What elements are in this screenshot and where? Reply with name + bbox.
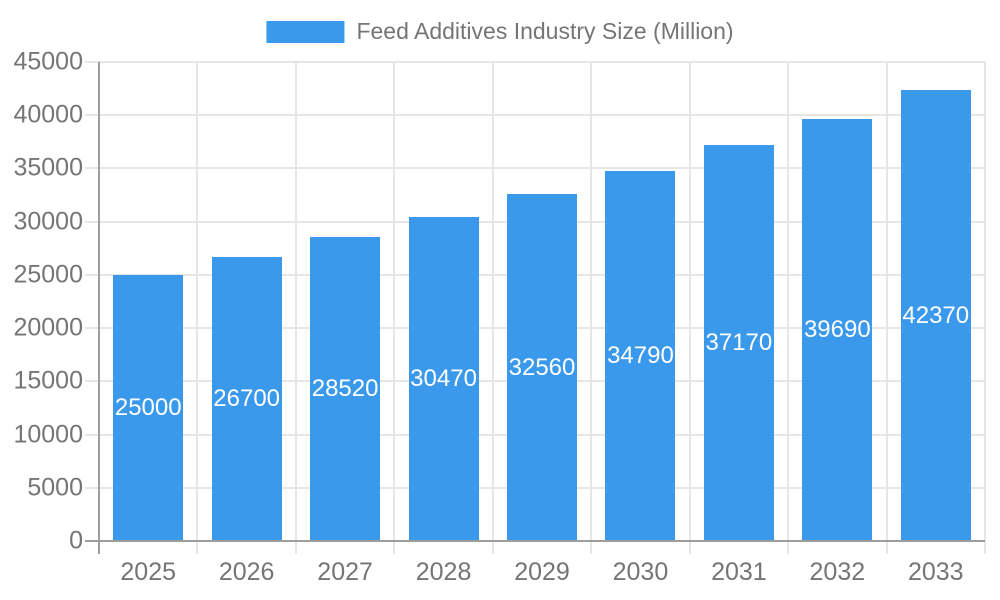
bar-2030[interactable]: 34790 bbox=[605, 170, 676, 541]
y-tick-label: 5000 bbox=[27, 473, 83, 502]
bar-2031[interactable]: 37170 bbox=[703, 145, 774, 541]
h-gridline bbox=[85, 61, 985, 63]
bar-value-label: 42370 bbox=[902, 301, 970, 329]
v-gridline bbox=[590, 62, 593, 554]
bar-2032[interactable]: 39690 bbox=[802, 118, 873, 541]
bar-2028[interactable]: 30470 bbox=[408, 216, 479, 541]
h-gridline bbox=[85, 167, 985, 170]
y-tick-label: 10000 bbox=[13, 420, 83, 449]
bar-value-label: 28520 bbox=[311, 375, 379, 403]
bar-value-label: 26700 bbox=[213, 384, 281, 412]
bar-value-label: 39690 bbox=[803, 315, 871, 343]
y-tick-label: 25000 bbox=[13, 260, 83, 289]
y-tick-label: 0 bbox=[69, 526, 83, 555]
bar-value-label: 32560 bbox=[508, 353, 576, 381]
x-tick-label: 2032 bbox=[809, 558, 866, 586]
plot-area: 0 5000 10000 15000 20000 25000 30000 35000 40000… bbox=[13, 48, 986, 586]
bar-2026[interactable]: 26700 bbox=[211, 256, 282, 541]
bar-value-label: 34790 bbox=[607, 341, 674, 369]
x-tick-label: 2030 bbox=[612, 558, 669, 586]
bar-2033[interactable]: 42370 bbox=[900, 90, 971, 541]
v-gridline bbox=[688, 62, 691, 554]
bar-value-label: 25000 bbox=[114, 393, 182, 421]
legend-label: Feed Additives Industry Size (Million) bbox=[356, 18, 734, 44]
v-gridline bbox=[787, 62, 790, 554]
v-gridline bbox=[984, 62, 986, 554]
h-gridline bbox=[85, 114, 985, 117]
v-gridline bbox=[491, 62, 494, 554]
y-tick-label: 30000 bbox=[13, 207, 83, 236]
v-gridline bbox=[885, 62, 888, 554]
bar-2027[interactable]: 28520 bbox=[310, 237, 381, 541]
y-tick-label: 45000 bbox=[13, 47, 83, 76]
chart-legend[interactable]: Feed Additives Industry Size (Million) bbox=[266, 18, 734, 45]
bar-value-label: 37170 bbox=[705, 329, 773, 357]
x-tick-label: 2027 bbox=[317, 558, 373, 586]
bar-2025[interactable]: 25000 bbox=[113, 274, 184, 541]
legend-swatch bbox=[266, 20, 345, 43]
x-axis-line bbox=[85, 540, 985, 542]
v-gridline bbox=[393, 62, 396, 554]
y-tick-label: 35000 bbox=[13, 153, 83, 182]
v-gridline bbox=[196, 62, 199, 554]
bar-value-label: 30470 bbox=[410, 364, 477, 392]
y-tick-label: 20000 bbox=[13, 313, 83, 342]
bar-2029[interactable]: 32560 bbox=[507, 194, 577, 541]
x-tick-label: 2031 bbox=[711, 558, 767, 586]
x-tick-label: 2033 bbox=[907, 558, 964, 586]
v-gridline bbox=[294, 62, 297, 554]
y-tick-label: 15000 bbox=[13, 366, 83, 395]
x-tick-label: 2028 bbox=[415, 558, 472, 586]
y-axis-line bbox=[98, 62, 100, 554]
y-tick-label: 40000 bbox=[13, 100, 83, 129]
x-tick-label: 2026 bbox=[218, 558, 275, 586]
x-tick-label: 2029 bbox=[514, 558, 570, 586]
x-tick-label: 2025 bbox=[120, 558, 177, 586]
